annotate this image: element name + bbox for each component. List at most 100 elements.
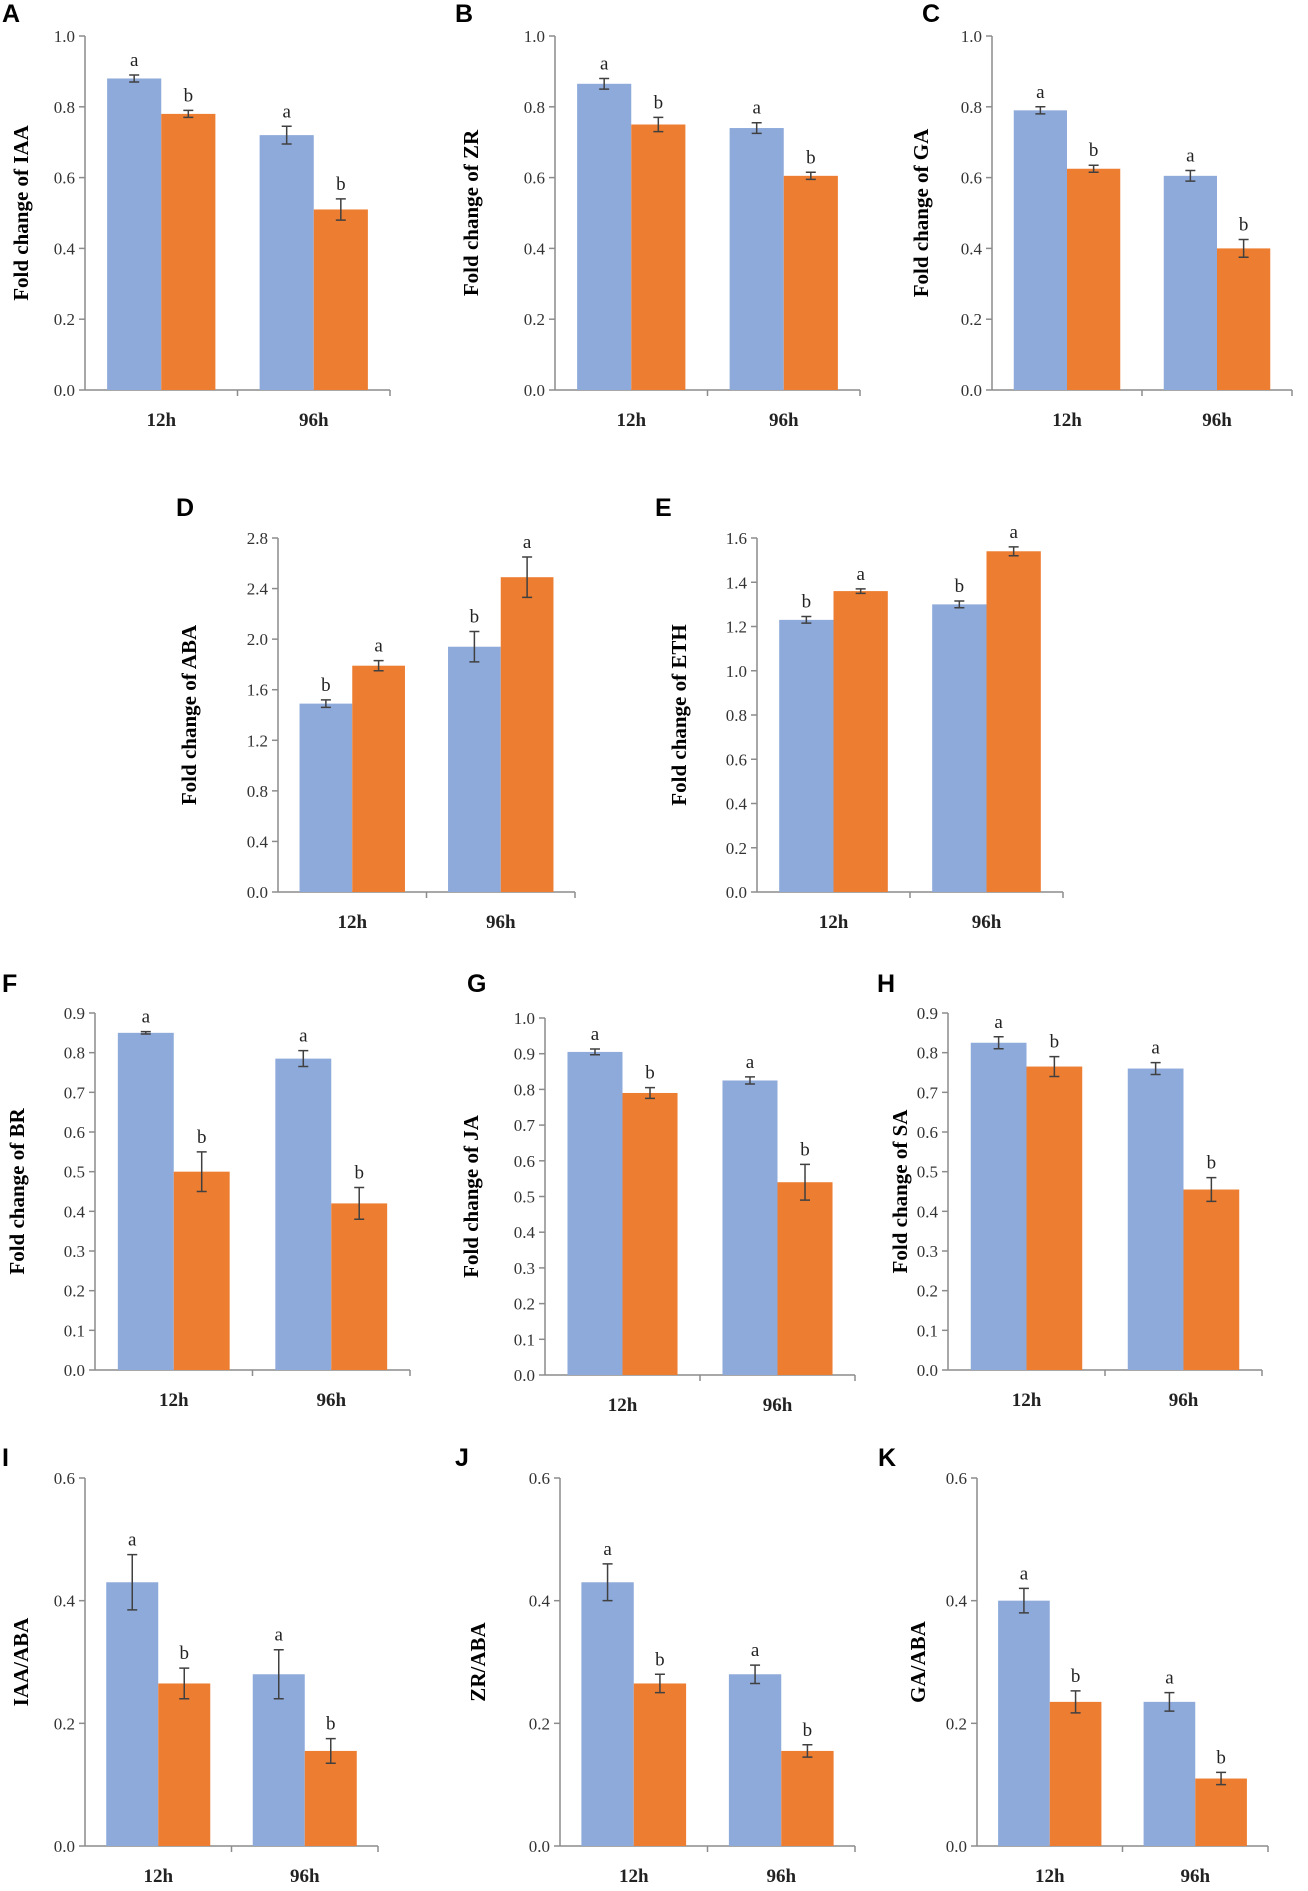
y-tick-label: 0.7 bbox=[917, 1083, 939, 1102]
y-tick-label: 0.2 bbox=[529, 1714, 550, 1733]
bar-f-12h-series-1 bbox=[117, 1032, 174, 1370]
y-axis-title-b: Fold change of ZR bbox=[459, 129, 483, 296]
significance-label: a bbox=[994, 1012, 1003, 1033]
y-axis-title-f: Fold change of BR bbox=[5, 1108, 29, 1275]
error-bar bbox=[325, 1737, 336, 1764]
bar-j-96h-series-2 bbox=[781, 1750, 834, 1846]
error-bar bbox=[1238, 238, 1249, 258]
y-tick-label: 0.1 bbox=[64, 1321, 85, 1340]
bar-i-96h-series-2 bbox=[304, 1750, 357, 1846]
y-tick-label: 1.6 bbox=[247, 681, 268, 700]
bar-h-96h-series-2 bbox=[1183, 1189, 1240, 1370]
significance-label: b bbox=[180, 1643, 190, 1664]
panel-letter-b: B bbox=[455, 0, 473, 28]
x-category-label: 96h bbox=[763, 1395, 793, 1416]
error-bar bbox=[1008, 546, 1019, 557]
bar-b-12h-series-2 bbox=[631, 124, 686, 390]
bar-d-96h-series-2 bbox=[500, 577, 554, 892]
y-tick-label: 0.4 bbox=[514, 1223, 536, 1242]
y-tick-label: 0.0 bbox=[726, 883, 747, 902]
chart-panel-a: A Fold change of IAA 0.0 0.2 0.4 0.6 0.8 1.0 12h… bbox=[2, 0, 391, 431]
bar-j-12h-series-2 bbox=[633, 1683, 687, 1846]
error-bar bbox=[855, 588, 866, 595]
y-tick-label: 0.1 bbox=[917, 1321, 938, 1340]
error-bar bbox=[1070, 1690, 1081, 1714]
error-bar bbox=[645, 1086, 656, 1100]
x-category-label: 12h bbox=[1035, 1866, 1065, 1887]
x-category-label: 12h bbox=[146, 410, 176, 431]
y-tick-label: 0.3 bbox=[917, 1242, 938, 1261]
significance-label: b bbox=[1089, 140, 1099, 161]
error-bar bbox=[1088, 164, 1099, 174]
bar-i-12h-series-2 bbox=[158, 1683, 211, 1846]
error-bar bbox=[1216, 1771, 1227, 1786]
significance-label: a bbox=[1186, 146, 1195, 167]
y-axis-title-c: Fold change of GA bbox=[909, 128, 933, 297]
bar-g-96h-series-2 bbox=[777, 1182, 833, 1375]
y-tick-label: 0.8 bbox=[961, 98, 982, 117]
panel-letter-k: K bbox=[878, 1444, 896, 1472]
y-tick-label: 0.2 bbox=[917, 1282, 938, 1301]
y-axis-title-i: IAA/ABA bbox=[9, 1617, 33, 1707]
panel-letter-c: C bbox=[922, 0, 940, 28]
significance-label: a bbox=[600, 53, 609, 74]
significance-label: a bbox=[751, 1640, 760, 1661]
bar-a-12h-series-1 bbox=[107, 78, 162, 390]
y-tick-label: 0.6 bbox=[54, 169, 75, 188]
x-category-label: 12h bbox=[819, 912, 849, 933]
x-category-label: 12h bbox=[1052, 410, 1082, 431]
y-tick-label: 0.2 bbox=[946, 1714, 967, 1733]
y-tick-label: 0.5 bbox=[64, 1163, 85, 1182]
error-bar bbox=[1049, 1055, 1060, 1078]
y-tick-label: 0.0 bbox=[247, 883, 268, 902]
x-category-label: 12h bbox=[619, 1866, 649, 1887]
panel-letter-j: J bbox=[455, 1444, 469, 1472]
significance-label: b bbox=[955, 576, 965, 597]
y-tick-label: 2.0 bbox=[247, 630, 268, 649]
significance-label: b bbox=[655, 1649, 665, 1670]
y-tick-label: 0.2 bbox=[54, 310, 75, 329]
x-category-label: 96h bbox=[299, 410, 329, 431]
y-tick-label: 0.1 bbox=[514, 1330, 535, 1349]
y-tick-label: 0.8 bbox=[514, 1080, 535, 1099]
y-tick-label: 0.0 bbox=[529, 1837, 550, 1856]
y-tick-label: 0.4 bbox=[247, 832, 269, 851]
chart-panel-i: I IAA/ABA 0.0 0.2 0.4 0.6 12h a b 96h a b bbox=[2, 1444, 379, 1887]
bar-h-96h-series-1 bbox=[1127, 1068, 1184, 1370]
y-tick-label: 0.6 bbox=[917, 1123, 938, 1142]
bar-i-96h-series-1 bbox=[252, 1674, 305, 1846]
error-bar bbox=[805, 171, 816, 181]
error-bar bbox=[751, 121, 762, 135]
significance-label: b bbox=[184, 85, 194, 106]
y-tick-label: 0.0 bbox=[514, 1366, 535, 1385]
y-tick-label: 0.2 bbox=[524, 310, 545, 329]
error-bar bbox=[273, 1648, 284, 1700]
significance-label: b bbox=[802, 592, 812, 613]
y-tick-label: 0.5 bbox=[514, 1188, 535, 1207]
y-tick-label: 0.2 bbox=[64, 1282, 85, 1301]
error-bar bbox=[993, 1036, 1004, 1050]
significance-label: a bbox=[523, 532, 532, 553]
significance-label: a bbox=[1009, 522, 1018, 543]
y-axis-title-a: Fold change of IAA bbox=[9, 124, 33, 300]
significance-label: a bbox=[1020, 1563, 1029, 1584]
error-bar bbox=[196, 1151, 207, 1193]
y-tick-label: 0.7 bbox=[64, 1083, 86, 1102]
error-bar bbox=[298, 1049, 309, 1068]
bar-a-96h-series-2 bbox=[313, 209, 368, 390]
y-axis-title-d: Fold change of ABA bbox=[177, 624, 201, 805]
bar-b-96h-series-1 bbox=[729, 128, 784, 391]
error-bar bbox=[653, 116, 664, 133]
error-bar bbox=[1035, 106, 1046, 115]
error-bar bbox=[522, 556, 533, 599]
significance-label: a bbox=[1036, 82, 1045, 103]
y-tick-label: 0.6 bbox=[529, 1469, 550, 1488]
bar-b-12h-series-1 bbox=[577, 83, 632, 390]
x-category-label: 96h bbox=[769, 410, 799, 431]
bar-f-96h-series-2 bbox=[331, 1203, 388, 1370]
bar-h-12h-series-1 bbox=[970, 1042, 1027, 1370]
y-tick-label: 0.6 bbox=[514, 1152, 535, 1171]
significance-label: a bbox=[142, 1007, 151, 1028]
x-category-label: 96h bbox=[316, 1390, 346, 1411]
